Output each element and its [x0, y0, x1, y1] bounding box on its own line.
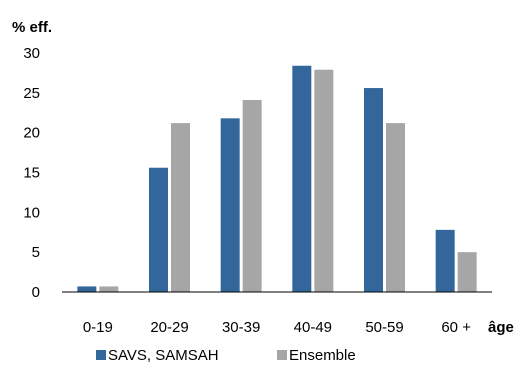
bar-ensemble-2 [242, 100, 262, 293]
bars [77, 65, 477, 293]
bar-savs-samsah-4 [364, 88, 383, 292]
x-axis-ticks: 0-19 20-29 30-39 40-49 50-59 60 + [83, 319, 471, 336]
bar-ensemble-1 [171, 123, 190, 293]
bar-ensemble-3 [314, 69, 334, 292]
legend-swatch [277, 350, 287, 360]
y-tick-label: 15 [23, 165, 40, 182]
bar-savs-samsah-2 [220, 118, 240, 293]
y-tick-label: 25 [23, 85, 40, 102]
y-axis-ticks: 0 5 10 15 20 25 30 [23, 45, 40, 301]
x-axis-title: âge [488, 319, 514, 336]
y-tick-label: 20 [23, 125, 40, 142]
x-tick-label: 20-29 [150, 319, 188, 336]
x-tick-label: 40-49 [294, 319, 332, 336]
legend-item: Ensemble [277, 347, 356, 364]
x-tick-label: 50-59 [365, 319, 403, 336]
legend-item: SAVS, SAMSAH [96, 347, 219, 364]
y-tick-label: 10 [23, 204, 40, 221]
bar-ensemble-4 [386, 123, 405, 293]
y-tick-label: 30 [23, 45, 40, 62]
bar-savs-samsah-0 [77, 286, 97, 292]
bar-savs-samsah-5 [435, 229, 455, 292]
legend-label: Ensemble [289, 347, 356, 364]
legend-label: SAVS, SAMSAH [108, 347, 219, 364]
y-tick-label: 0 [32, 284, 40, 301]
y-axis-title: % eff. [12, 19, 52, 36]
x-tick-label: 30-39 [222, 319, 260, 336]
legend-swatch [96, 350, 106, 360]
y-tick-label: 5 [32, 244, 40, 261]
legend: SAVS, SAMSAH Ensemble [96, 347, 356, 364]
bar-ensemble-5 [457, 252, 477, 292]
bar-savs-samsah-1 [149, 167, 168, 292]
x-tick-label: 0-19 [83, 319, 113, 336]
x-tick-label: 60 + [441, 319, 471, 336]
bar-savs-samsah-3 [292, 65, 312, 292]
bar-ensemble-0 [99, 286, 119, 292]
